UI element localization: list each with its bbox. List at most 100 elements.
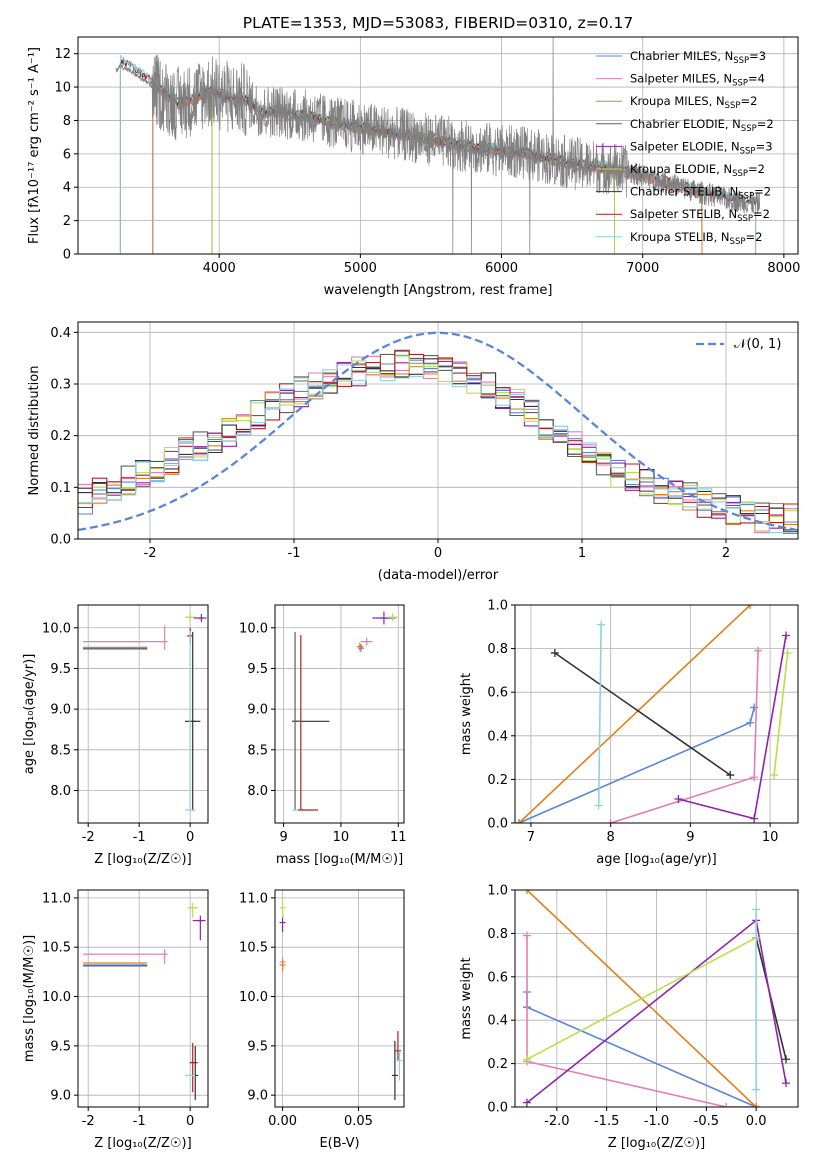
data-point bbox=[594, 801, 603, 810]
x-tick-label: -1.0 bbox=[644, 1114, 669, 1129]
data-point bbox=[606, 819, 615, 823]
y-tick-label: 10.0 bbox=[42, 990, 71, 1005]
y-tick-label: 0.3 bbox=[50, 378, 71, 393]
y-tick-label: 10.0 bbox=[42, 621, 71, 636]
y-tick-label: 2 bbox=[63, 214, 71, 229]
data-point bbox=[783, 648, 792, 657]
plot-area bbox=[279, 897, 403, 1101]
data-point bbox=[746, 605, 755, 609]
legend-label: Kroupa STELIB, NSSP=2 bbox=[630, 230, 762, 247]
weight-line bbox=[526, 992, 757, 1107]
data-point bbox=[782, 1079, 791, 1088]
y-axis-label: mass [log₁₀(M/M☉)] bbox=[22, 935, 37, 1062]
plot-area bbox=[515, 605, 792, 823]
legend-label: Salpeter STELIB, NSSP=2 bbox=[630, 207, 770, 224]
gaussian-curve bbox=[78, 331, 796, 532]
residual-distribution-panel: -2 -1 0 1 2 0.0 0.1 0.2 0.3 0.4 (data-model)/error… bbox=[27, 321, 799, 583]
age-vs-mass-panel: 9 10 11 8.0 8.5 9.0 9.5 10.0 mass [log₁₀(M/M☉)] bbox=[239, 604, 407, 867]
y-tick-label: 9.5 bbox=[50, 1039, 71, 1054]
x-axis-label: Z [log₁₀(Z/Z☉)] bbox=[94, 852, 191, 867]
y-tick-label: 11.0 bbox=[42, 891, 71, 906]
y-tick-label: 10.0 bbox=[239, 990, 268, 1005]
plot-area bbox=[83, 613, 207, 811]
y-axis-label: mass weight bbox=[459, 957, 474, 1039]
data-point bbox=[750, 773, 759, 782]
y-axis-label: Flux [fλ10⁻¹⁷ erg cm⁻² s⁻¹ A⁻¹] bbox=[27, 47, 42, 244]
y-tick-label: 9.0 bbox=[50, 703, 71, 718]
x-axis-label: wavelength [Angstrom, rest frame] bbox=[324, 283, 553, 298]
y-tick-label: 8 bbox=[63, 114, 71, 129]
y-tick-label: 0.0 bbox=[487, 1101, 508, 1116]
data-point bbox=[782, 631, 791, 640]
x-tick-label: 7 bbox=[527, 830, 535, 845]
y-tick-label: 1.0 bbox=[487, 884, 508, 899]
y-tick-label: 9.5 bbox=[247, 662, 268, 677]
histogram-line bbox=[78, 355, 798, 532]
x-tick-label: -1 bbox=[288, 546, 301, 561]
weight-line bbox=[518, 605, 751, 823]
x-tick-label: 0.00 bbox=[268, 1114, 297, 1129]
data-point bbox=[522, 890, 531, 894]
x-tick-label: 4000 bbox=[203, 261, 236, 276]
y-tick-label: 0.4 bbox=[487, 729, 508, 744]
x-tick-label: 8000 bbox=[767, 261, 800, 276]
legend-label: Kroupa MILES, NSSP=2 bbox=[630, 94, 757, 111]
x-tick-label: 0 bbox=[186, 830, 194, 845]
y-tick-label: 0.2 bbox=[50, 429, 71, 444]
y-tick-label: 8.5 bbox=[50, 743, 71, 758]
data-point bbox=[770, 771, 779, 780]
y-tick-label: 9.5 bbox=[50, 662, 71, 677]
weight-line bbox=[597, 624, 602, 806]
y-tick-label: 8.0 bbox=[50, 784, 71, 799]
x-tick-label: 2 bbox=[722, 546, 730, 561]
weight-line bbox=[773, 652, 789, 776]
x-axis-label: age [log₁₀(age/yr)] bbox=[596, 852, 717, 867]
x-axis-label: Z [log₁₀(Z/Z☉)] bbox=[94, 1136, 191, 1151]
y-tick-label: 11.0 bbox=[239, 891, 268, 906]
y-tick-label: 0.2 bbox=[487, 773, 508, 788]
data-point bbox=[750, 814, 759, 823]
weight-line bbox=[526, 936, 757, 1061]
data-point bbox=[550, 648, 559, 657]
observed-spectrum bbox=[115, 37, 761, 254]
y-tick-label: 0.1 bbox=[50, 481, 71, 496]
x-axis-label: mass [log₁₀(M/M☉)] bbox=[276, 852, 403, 867]
data-point bbox=[522, 1098, 531, 1107]
data-point bbox=[782, 1055, 791, 1064]
x-tick-label: 10 bbox=[762, 830, 779, 845]
plot-area bbox=[83, 902, 206, 1101]
data-point bbox=[752, 1085, 761, 1094]
x-tick-label: 6000 bbox=[485, 261, 518, 276]
legend-label: Chabrier MILES, NSSP=3 bbox=[630, 49, 766, 66]
x-tick-label: 5000 bbox=[344, 261, 377, 276]
x-tick-label: 0 bbox=[434, 546, 442, 561]
data-point bbox=[722, 1103, 731, 1107]
x-axis-label: Z [log₁₀(Z/Z☉)] bbox=[608, 1136, 705, 1151]
axes-frame bbox=[77, 604, 209, 824]
y-axis-label: Normed distribution bbox=[27, 366, 42, 496]
x-tick-label: -2 bbox=[82, 1114, 95, 1129]
axes-frame bbox=[274, 889, 405, 1108]
axes-frame bbox=[274, 604, 405, 824]
x-tick-label: 7000 bbox=[626, 261, 659, 276]
age-vs-metallicity-panel: -2 -1 0 8.0 8.5 9.0 9.5 10.0 Z [log₁₀(Z/Z☉)] age … bbox=[22, 604, 209, 867]
x-tick-label: -2 bbox=[144, 546, 157, 561]
y-tick-label: 12 bbox=[54, 47, 71, 62]
x-tick-label: -0.5 bbox=[694, 1114, 719, 1129]
y-tick-label: 0.6 bbox=[487, 686, 508, 701]
x-tick-label: 9 bbox=[279, 830, 287, 845]
y-tick-label: 10 bbox=[54, 81, 71, 96]
weight-line bbox=[518, 707, 755, 823]
y-tick-label: 0.6 bbox=[487, 970, 508, 985]
legend-label: Chabrier ELODIE, NSSP=2 bbox=[630, 117, 774, 134]
plot-area bbox=[292, 611, 399, 811]
data-point bbox=[674, 795, 683, 804]
plot-area bbox=[115, 37, 761, 254]
y-tick-label: 10.5 bbox=[239, 941, 268, 956]
y-tick-label: 6 bbox=[63, 147, 71, 162]
histogram-line bbox=[78, 350, 798, 525]
y-tick-label: 9.0 bbox=[50, 1089, 71, 1104]
legend-label: Salpeter ELODIE, NSSP=3 bbox=[630, 139, 773, 156]
x-tick-label: -1 bbox=[133, 1114, 146, 1129]
